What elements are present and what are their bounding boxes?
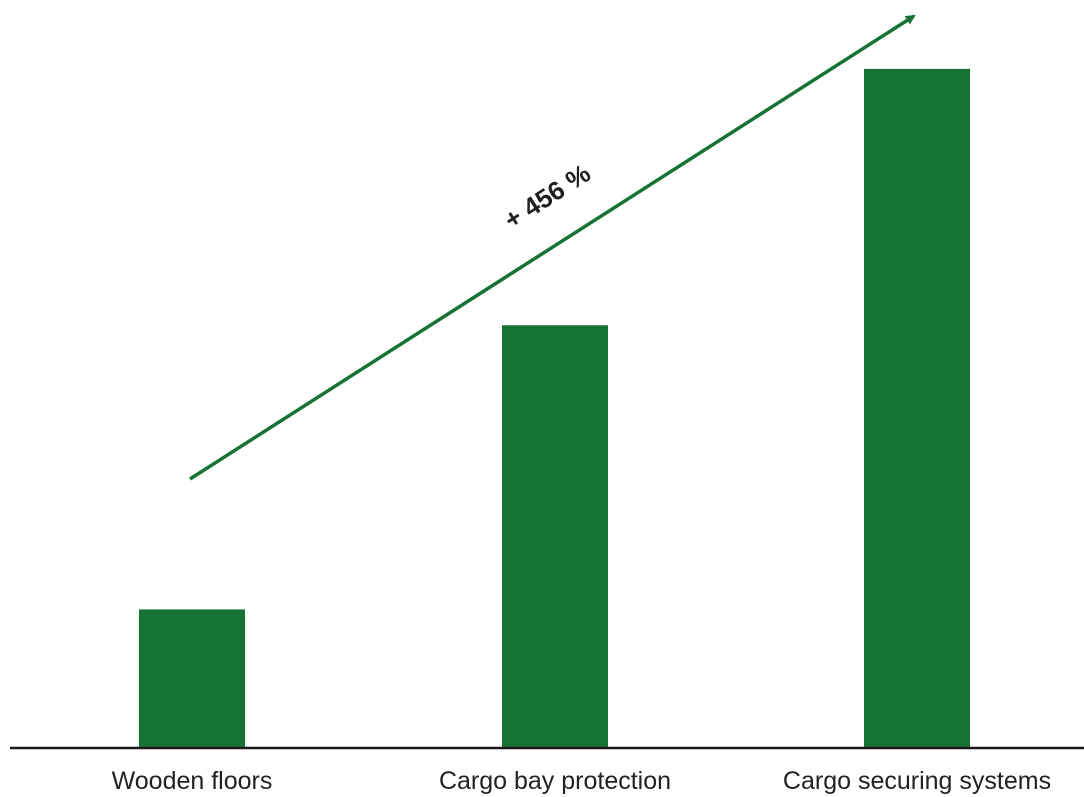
category-label: Wooden floors [112,767,273,795]
trend-arrow [189,14,916,481]
category-label: Cargo bay protection [439,767,671,795]
bars-group [139,68,970,749]
bar [139,609,245,748]
category-label: Cargo securing systems [783,767,1051,795]
bar [502,325,608,748]
category-labels-group: Wooden floors Cargo bay protection Cargo… [112,767,1051,795]
bar [864,68,970,749]
growth-annotation: + 456 % [499,158,596,235]
